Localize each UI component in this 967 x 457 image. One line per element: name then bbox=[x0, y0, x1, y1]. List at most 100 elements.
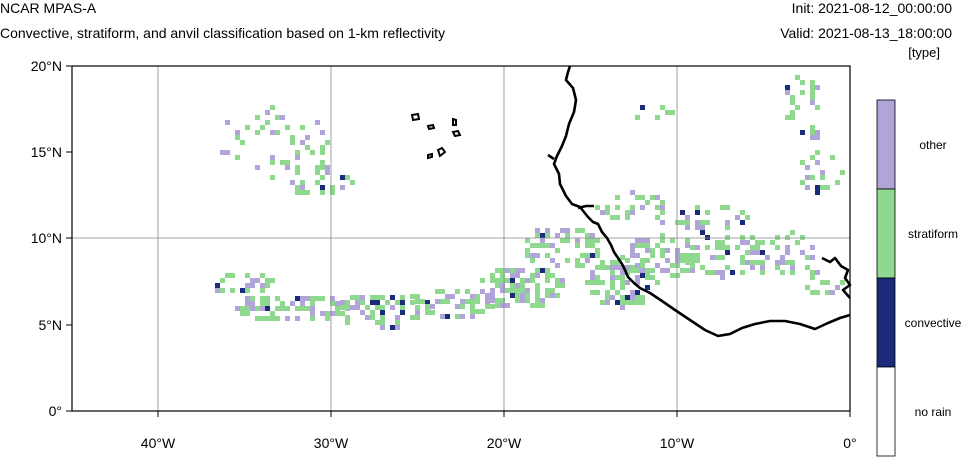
precip-cell bbox=[300, 190, 305, 195]
precip-cell bbox=[285, 306, 290, 311]
precip-cell bbox=[595, 265, 600, 270]
legend-swatch-stratiform bbox=[876, 188, 896, 279]
precip-cell bbox=[325, 170, 330, 175]
precip-cell bbox=[265, 301, 270, 306]
precip-cell bbox=[625, 295, 630, 300]
precip-cell bbox=[610, 295, 615, 300]
precip-cell bbox=[685, 225, 690, 230]
precip-cell bbox=[515, 293, 520, 298]
precip-cell bbox=[495, 298, 500, 303]
precip-cell bbox=[235, 130, 240, 135]
precip-cell bbox=[615, 215, 620, 220]
precip-cell bbox=[375, 300, 380, 305]
precip-cell bbox=[295, 296, 300, 301]
precip-cell bbox=[725, 265, 730, 270]
precip-cell bbox=[785, 250, 790, 255]
precip-cell bbox=[660, 233, 665, 238]
precip-cell bbox=[840, 280, 845, 285]
precip-cell bbox=[640, 105, 645, 110]
precip-cell bbox=[705, 235, 710, 240]
precip-cell bbox=[635, 195, 640, 200]
precip-cell bbox=[340, 311, 345, 316]
precip-cell bbox=[230, 288, 235, 293]
precip-cell bbox=[490, 278, 495, 283]
legend-swatch-no-rain bbox=[876, 366, 896, 457]
precip-cell bbox=[800, 235, 805, 240]
precip-cell bbox=[670, 273, 675, 278]
precip-cell bbox=[395, 320, 400, 325]
precip-cell bbox=[675, 248, 680, 253]
legend-colorbar: other stratiform convective no rain bbox=[876, 99, 962, 457]
precip-cell bbox=[225, 273, 230, 278]
precip-cell bbox=[260, 296, 265, 301]
precip-cell bbox=[385, 300, 390, 305]
precip-cell bbox=[255, 278, 260, 283]
precip-cell bbox=[810, 175, 815, 180]
legend-swatch-convective bbox=[876, 277, 896, 368]
precip-cell bbox=[630, 295, 635, 300]
precip-cell bbox=[810, 245, 815, 250]
precip-cell bbox=[220, 278, 225, 283]
precip-cell bbox=[290, 140, 295, 145]
precip-cell bbox=[825, 280, 830, 285]
precip-cell bbox=[380, 320, 385, 325]
precip-cell bbox=[495, 268, 500, 273]
precip-cell bbox=[260, 301, 265, 306]
precip-cell bbox=[465, 289, 470, 294]
precip-cell bbox=[815, 160, 820, 165]
precip-cell bbox=[530, 278, 535, 283]
precip-cell bbox=[790, 260, 795, 265]
precip-cell bbox=[475, 299, 480, 304]
precip-cell bbox=[785, 235, 790, 240]
precip-cell bbox=[525, 278, 530, 283]
precip-cell bbox=[315, 120, 320, 125]
precip-cell bbox=[605, 265, 610, 270]
precip-cell bbox=[440, 299, 445, 304]
precip-cell bbox=[500, 273, 505, 278]
precip-cell bbox=[630, 243, 635, 248]
precip-cell bbox=[555, 233, 560, 238]
precip-cell bbox=[390, 295, 395, 300]
precip-cell bbox=[325, 316, 330, 321]
precip-cell bbox=[610, 275, 615, 280]
precip-cell bbox=[835, 180, 840, 185]
precip-cell bbox=[305, 306, 310, 311]
precip-cell bbox=[370, 315, 375, 320]
precip-cell bbox=[595, 280, 600, 285]
precip-cell bbox=[395, 300, 400, 305]
precip-cell bbox=[680, 220, 685, 225]
precip-cell bbox=[785, 85, 790, 90]
y-tick-0: 0° bbox=[49, 403, 62, 419]
precip-cell bbox=[430, 310, 435, 315]
precip-cell bbox=[610, 280, 615, 285]
precip-cell bbox=[630, 265, 635, 270]
precip-cell bbox=[625, 210, 630, 215]
precip-cell bbox=[720, 275, 725, 280]
precip-cell bbox=[620, 300, 625, 305]
precip-cell bbox=[600, 300, 605, 305]
precip-cell bbox=[470, 314, 475, 319]
precip-cell bbox=[535, 303, 540, 308]
precip-cell bbox=[360, 295, 365, 300]
precip-classification-field bbox=[215, 75, 845, 330]
precip-cell bbox=[555, 278, 560, 283]
precip-cell bbox=[580, 263, 585, 268]
precip-cell bbox=[625, 270, 630, 275]
precip-cell bbox=[505, 303, 510, 308]
precip-cell bbox=[575, 228, 580, 233]
precip-cell bbox=[725, 225, 730, 230]
precip-cell bbox=[490, 293, 495, 298]
precip-cell bbox=[345, 305, 350, 310]
precip-cell bbox=[255, 306, 260, 311]
precip-cell bbox=[640, 273, 645, 278]
precip-cell bbox=[540, 233, 545, 238]
precip-cell bbox=[535, 298, 540, 303]
precip-cell bbox=[375, 305, 380, 310]
precip-cell bbox=[835, 285, 840, 290]
precip-cell bbox=[715, 255, 720, 260]
precip-cell bbox=[410, 294, 415, 299]
precip-cell bbox=[790, 265, 795, 270]
grid-lines bbox=[72, 66, 850, 411]
precip-cell bbox=[320, 165, 325, 170]
precip-cell bbox=[470, 299, 475, 304]
